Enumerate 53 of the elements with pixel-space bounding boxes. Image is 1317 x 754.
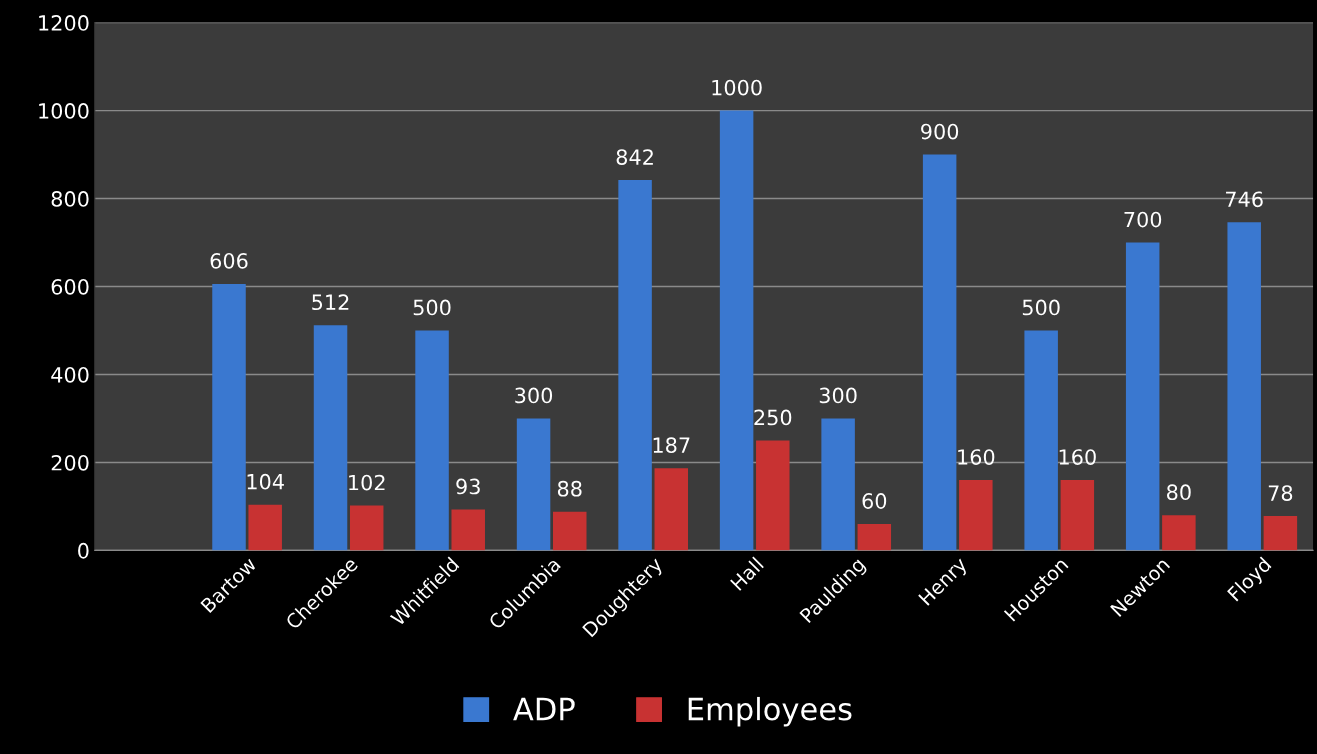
data-label: 746 (1226, 191, 1263, 208)
data-label: 160 (958, 449, 995, 465)
data-label: 300 (819, 387, 857, 404)
data-label: 700 (1124, 211, 1162, 228)
data-label: 80 (1167, 484, 1191, 501)
y-tick-label: 1200 (39, 15, 89, 31)
data-label: 102 (349, 474, 385, 491)
data-label: 512 (312, 294, 349, 311)
bar (618, 180, 652, 551)
bar (1227, 222, 1261, 551)
bar (415, 330, 449, 551)
data-label: 900 (921, 123, 959, 140)
bar (756, 440, 790, 551)
legend-label: ADP (513, 697, 575, 721)
y-tick-label: 400 (51, 366, 89, 383)
data-label: 187 (653, 437, 690, 454)
data-label: 250 (754, 409, 792, 426)
bar (821, 418, 855, 551)
data-label: 842 (616, 149, 653, 165)
bar (1125, 242, 1160, 551)
bar (719, 110, 754, 551)
y-tick-label: 1000 (39, 103, 89, 119)
data-label: 500 (1022, 299, 1060, 316)
y-tick-label: 800 (51, 191, 89, 207)
data-label: 500 (413, 299, 451, 316)
bar (349, 505, 384, 551)
bar (212, 283, 246, 551)
data-label: 300 (515, 387, 553, 404)
bar (959, 480, 993, 551)
data-label: 93 (456, 478, 480, 495)
y-tick-label: 200 (51, 454, 89, 471)
bar (1024, 330, 1058, 551)
bar (248, 504, 282, 551)
data-label: 88 (557, 480, 582, 497)
data-label: 606 (210, 252, 248, 269)
data-label: 78 (1268, 485, 1293, 501)
data-label: 160 (1059, 449, 1096, 465)
data-label: 1000 (712, 79, 762, 96)
legend-label: Employees (688, 696, 852, 727)
bar (1263, 516, 1298, 551)
bar (451, 509, 485, 551)
bar (313, 325, 348, 551)
data-label: 60 (862, 493, 887, 509)
bar (1060, 480, 1095, 551)
bar (654, 468, 689, 551)
bar (553, 511, 587, 551)
bar (516, 418, 551, 551)
bar (922, 154, 957, 551)
y-tick-label: 0 (78, 542, 89, 559)
bar (857, 524, 892, 551)
data-label: 104 (247, 473, 284, 490)
y-tick-label: 600 (51, 278, 89, 295)
bar (1162, 515, 1196, 551)
